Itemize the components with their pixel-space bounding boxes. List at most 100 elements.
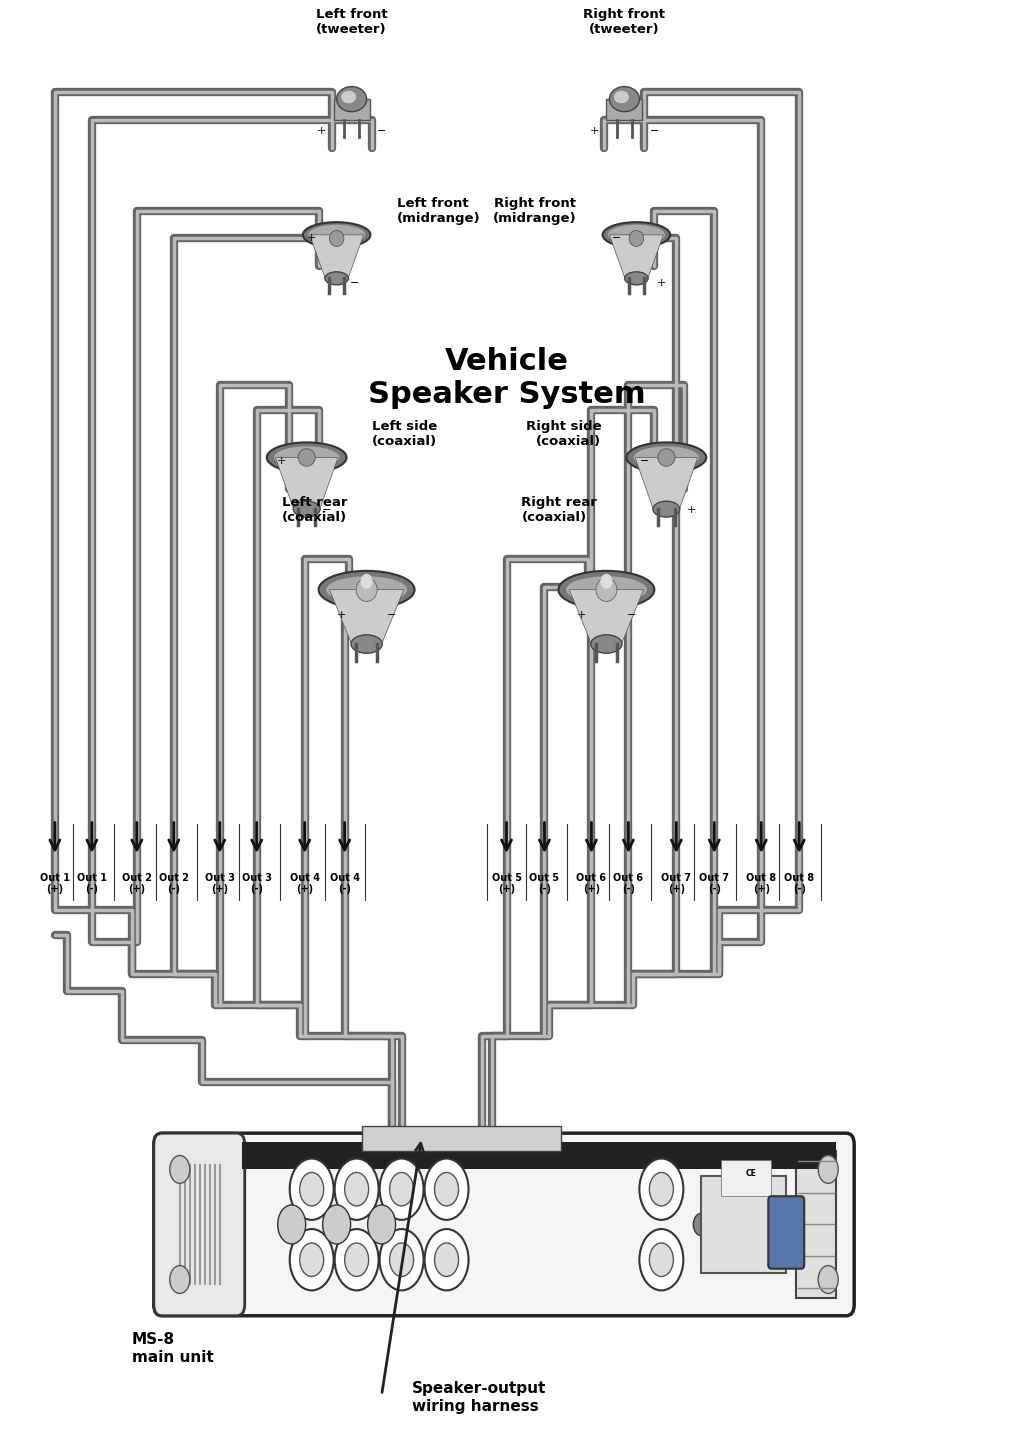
Ellipse shape bbox=[596, 578, 617, 602]
Text: Right side
(coaxial): Right side (coaxial) bbox=[526, 419, 602, 448]
Circle shape bbox=[649, 1243, 674, 1277]
Text: Out 5
(-): Out 5 (-) bbox=[530, 872, 559, 894]
Polygon shape bbox=[310, 235, 364, 279]
Text: −: − bbox=[322, 505, 331, 515]
Ellipse shape bbox=[361, 573, 373, 589]
Ellipse shape bbox=[357, 578, 377, 602]
Text: +: + bbox=[656, 277, 667, 287]
Text: −: − bbox=[639, 456, 649, 466]
Polygon shape bbox=[569, 589, 643, 644]
Text: Out 5
(+): Out 5 (+) bbox=[491, 872, 522, 894]
Text: −: − bbox=[349, 277, 360, 287]
FancyBboxPatch shape bbox=[768, 1197, 804, 1268]
Text: Out 7
(+): Out 7 (+) bbox=[661, 872, 691, 894]
Ellipse shape bbox=[341, 90, 357, 103]
Ellipse shape bbox=[558, 571, 654, 609]
Circle shape bbox=[390, 1173, 413, 1205]
Text: Left rear
(coaxial): Left rear (coaxial) bbox=[282, 496, 347, 525]
Ellipse shape bbox=[610, 87, 639, 112]
Ellipse shape bbox=[601, 573, 613, 589]
Text: +: + bbox=[337, 609, 346, 619]
Text: Out 6
(+): Out 6 (+) bbox=[576, 872, 607, 894]
Text: Out 2
(+): Out 2 (+) bbox=[122, 872, 152, 894]
Circle shape bbox=[334, 1158, 379, 1220]
Text: Out 4
(-): Out 4 (-) bbox=[329, 872, 360, 894]
Ellipse shape bbox=[325, 272, 348, 285]
Ellipse shape bbox=[603, 222, 671, 247]
Polygon shape bbox=[635, 458, 698, 509]
Text: Right front
(tweeter): Right front (tweeter) bbox=[583, 9, 666, 36]
FancyBboxPatch shape bbox=[154, 1133, 245, 1316]
Text: −: − bbox=[387, 609, 396, 619]
Ellipse shape bbox=[266, 442, 346, 472]
Text: Out 8
(+): Out 8 (+) bbox=[747, 872, 776, 894]
Ellipse shape bbox=[614, 90, 629, 103]
Text: MS-8
main unit: MS-8 main unit bbox=[132, 1333, 214, 1364]
Circle shape bbox=[693, 1213, 709, 1236]
Bar bbox=[796, 1151, 836, 1297]
Ellipse shape bbox=[352, 635, 382, 654]
Text: Vehicle
Speaker System: Vehicle Speaker System bbox=[368, 346, 645, 409]
Circle shape bbox=[819, 1266, 838, 1294]
Circle shape bbox=[300, 1243, 324, 1277]
Circle shape bbox=[435, 1173, 459, 1205]
Ellipse shape bbox=[298, 449, 315, 466]
Text: Out 8
(-): Out 8 (-) bbox=[784, 872, 814, 894]
Ellipse shape bbox=[329, 230, 344, 246]
Polygon shape bbox=[610, 235, 664, 279]
Circle shape bbox=[380, 1158, 423, 1220]
Ellipse shape bbox=[308, 225, 366, 245]
Text: +: + bbox=[590, 126, 599, 136]
Circle shape bbox=[300, 1173, 324, 1205]
Ellipse shape bbox=[591, 635, 622, 654]
Circle shape bbox=[435, 1243, 459, 1277]
Circle shape bbox=[639, 1228, 684, 1290]
Text: Out 4
(+): Out 4 (+) bbox=[290, 872, 320, 894]
Text: Out 3
(+): Out 3 (+) bbox=[205, 872, 235, 894]
Ellipse shape bbox=[319, 571, 414, 609]
Text: −: − bbox=[649, 126, 659, 136]
Bar bbox=[362, 1127, 561, 1151]
Circle shape bbox=[380, 1228, 423, 1290]
Text: +: + bbox=[687, 505, 696, 515]
Bar bbox=[721, 1160, 771, 1195]
Circle shape bbox=[323, 1205, 350, 1244]
Text: Right front
(midrange): Right front (midrange) bbox=[492, 196, 576, 225]
Text: CE: CE bbox=[746, 1168, 757, 1178]
Ellipse shape bbox=[336, 87, 367, 112]
Text: −: − bbox=[627, 609, 636, 619]
Ellipse shape bbox=[629, 230, 643, 246]
Ellipse shape bbox=[326, 576, 407, 603]
Text: Out 6
(-): Out 6 (-) bbox=[614, 872, 643, 894]
Bar bbox=[607, 99, 642, 120]
Polygon shape bbox=[276, 458, 338, 509]
Circle shape bbox=[290, 1228, 333, 1290]
Bar bbox=[242, 1141, 836, 1170]
Circle shape bbox=[334, 1228, 379, 1290]
Circle shape bbox=[424, 1158, 469, 1220]
Ellipse shape bbox=[294, 500, 320, 518]
Ellipse shape bbox=[626, 442, 706, 472]
Text: Speaker-output
wiring harness: Speaker-output wiring harness bbox=[411, 1381, 546, 1414]
Text: −: − bbox=[612, 233, 621, 243]
Circle shape bbox=[290, 1158, 333, 1220]
Circle shape bbox=[819, 1155, 838, 1184]
Text: Out 1
(-): Out 1 (-) bbox=[77, 872, 106, 894]
Text: Left front
(tweeter): Left front (tweeter) bbox=[316, 9, 387, 36]
Text: Out 3
(-): Out 3 (-) bbox=[242, 872, 271, 894]
Circle shape bbox=[170, 1266, 189, 1294]
Circle shape bbox=[278, 1205, 306, 1244]
Text: Out 2
(-): Out 2 (-) bbox=[159, 872, 188, 894]
Polygon shape bbox=[329, 589, 404, 644]
Text: −: − bbox=[377, 126, 386, 136]
Ellipse shape bbox=[303, 222, 371, 247]
Ellipse shape bbox=[608, 225, 665, 245]
Ellipse shape bbox=[566, 576, 647, 603]
Text: Left side
(coaxial): Left side (coaxial) bbox=[372, 419, 437, 448]
Circle shape bbox=[649, 1173, 674, 1205]
Text: Right rear
(coaxial): Right rear (coaxial) bbox=[522, 496, 598, 525]
Text: +: + bbox=[576, 609, 587, 619]
Circle shape bbox=[344, 1173, 369, 1205]
Text: Out 7
(-): Out 7 (-) bbox=[699, 872, 729, 894]
Bar bbox=[701, 1177, 786, 1273]
